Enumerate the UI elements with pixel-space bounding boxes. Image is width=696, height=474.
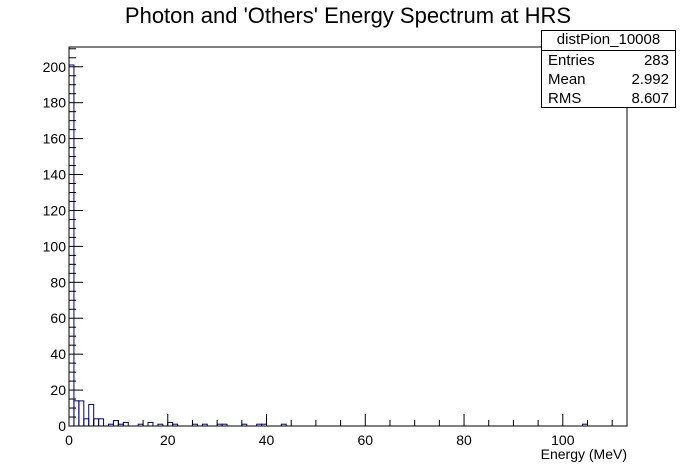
stats-label: Mean [548,71,586,88]
stats-value: 283 [643,52,669,69]
y-tick-label: 120 [43,202,67,218]
histogram-bin [167,421,174,427]
x-tick-label: 0 [65,432,73,448]
histogram-bin [147,421,154,427]
histogram-bin [93,418,100,427]
y-tick-label: 100 [43,238,67,254]
x-tick-label: 40 [259,432,275,448]
stats-row-mean: Mean 2.992 [542,70,675,89]
y-tick-label: 0 [58,418,66,434]
stats-value: 8.607 [631,90,669,107]
y-tick-label: 140 [43,167,67,183]
stats-box: distPion_10008 Entries 283 Mean 2.992 RM… [541,30,676,108]
histogram-bin [83,418,90,427]
histogram-bin [73,400,80,427]
stats-row-entries: Entries 283 [542,51,675,70]
y-tick-label: 20 [50,382,66,398]
histogram-bin [98,418,105,427]
histogram-bin [122,421,129,427]
x-tick-label: 100 [551,432,575,448]
histogram-bin [78,400,85,427]
x-axis: 0 20 40 60 80 100 [65,414,613,448]
histogram-bin [112,420,119,427]
y-tick-label: 60 [50,310,66,326]
y-axis: 0 20 40 60 80 100 120 140 160 180 200 [43,48,83,434]
y-tick-label: 40 [50,346,66,362]
x-tick-label: 60 [357,432,373,448]
plot-frame [68,46,628,427]
stats-label: Entries [548,52,595,69]
stats-value: 2.992 [631,71,669,88]
chart-title: Photon and 'Others' Energy Spectrum at H… [124,3,572,28]
y-tick-label: 160 [43,131,67,147]
x-tick-label: 20 [160,432,176,448]
stats-row-rms: RMS 8.607 [542,89,675,108]
stats-label: RMS [548,90,582,107]
stats-title: distPion_10008 [542,31,675,51]
histogram-bins [68,64,588,427]
y-tick-label: 80 [50,274,66,290]
y-tick-label: 200 [43,59,67,75]
histogram-bin [88,403,95,427]
x-tick-label: 80 [456,432,472,448]
x-axis-title: Energy (MeV) [541,446,627,462]
y-tick-label: 180 [43,95,67,111]
